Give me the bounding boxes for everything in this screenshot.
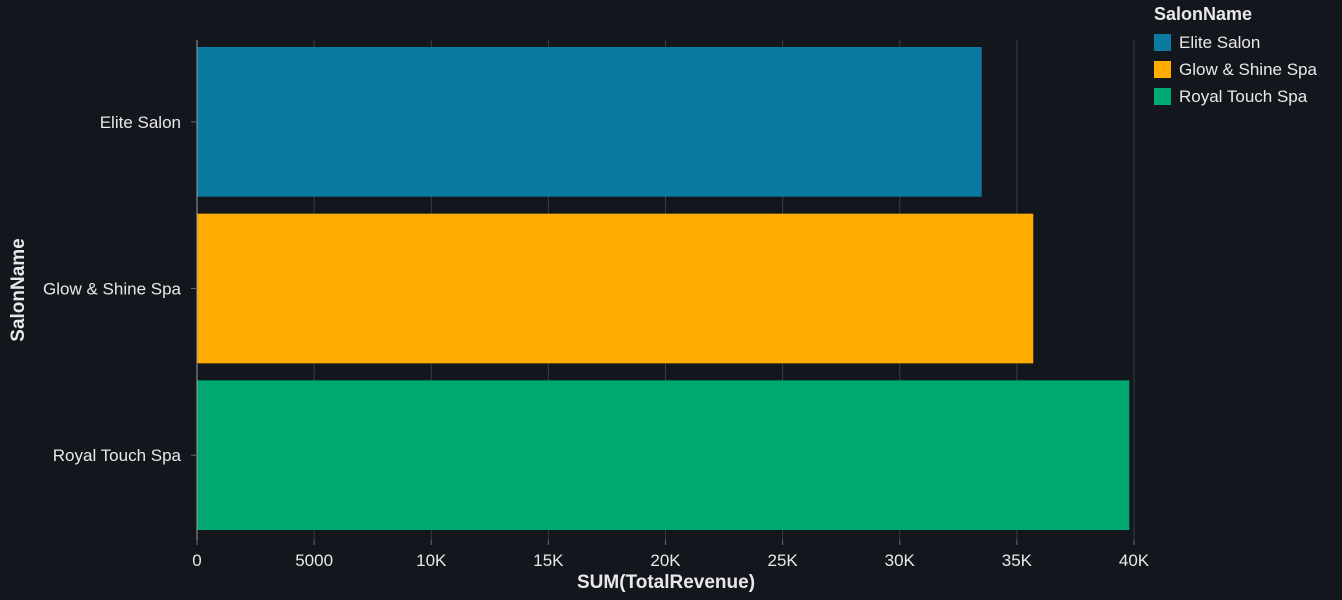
x-tick-label: 0 (192, 551, 201, 570)
legend-swatch (1154, 34, 1171, 51)
x-tick-label: 20K (650, 551, 681, 570)
x-tick-label: 25K (768, 551, 799, 570)
x-tick-label: 30K (885, 551, 916, 570)
x-tick-label: 10K (416, 551, 447, 570)
legend-swatch (1154, 88, 1171, 105)
legend-item: Elite Salon (1154, 29, 1339, 56)
legend-swatch (1154, 61, 1171, 78)
x-tick-label: 35K (1002, 551, 1033, 570)
bar-royal-touch-spa (197, 380, 1130, 530)
legend-label: Elite Salon (1179, 32, 1261, 52)
x-tick-label: 5000 (295, 551, 333, 570)
axes: 0 5000 10K 15K 20K 25K 30K 35K 40K Elite Salon Glo… (43, 40, 1150, 570)
bar-elite-salon (197, 47, 982, 197)
x-tick-label: 15K (533, 551, 564, 570)
legend-item: Royal Touch Spa (1154, 83, 1339, 110)
legend-item: Glow & Shine Spa (1154, 56, 1339, 83)
y-tick-label: Royal Touch Spa (53, 446, 182, 465)
legend-items: Elite Salon Glow & Shine Spa Royal Touch S… (1154, 29, 1339, 110)
y-tick-label: Elite Salon (100, 113, 181, 132)
y-axis-title: SalonName (8, 238, 29, 341)
legend-title: SalonName (1154, 4, 1253, 24)
bars (197, 47, 1130, 530)
legend: SalonName Elite Salon Glow & Shine Spa Roy… (1154, 2, 1339, 110)
legend-label: Royal Touch Spa (1179, 86, 1308, 106)
legend-label: Glow & Shine Spa (1179, 59, 1317, 79)
bar-glow-shine-spa (197, 213, 1034, 364)
x-tick-label: 40K (1119, 551, 1150, 570)
y-tick-label: Glow & Shine Spa (43, 280, 182, 299)
x-axis-title: SUM(TotalRevenue) (577, 572, 755, 593)
